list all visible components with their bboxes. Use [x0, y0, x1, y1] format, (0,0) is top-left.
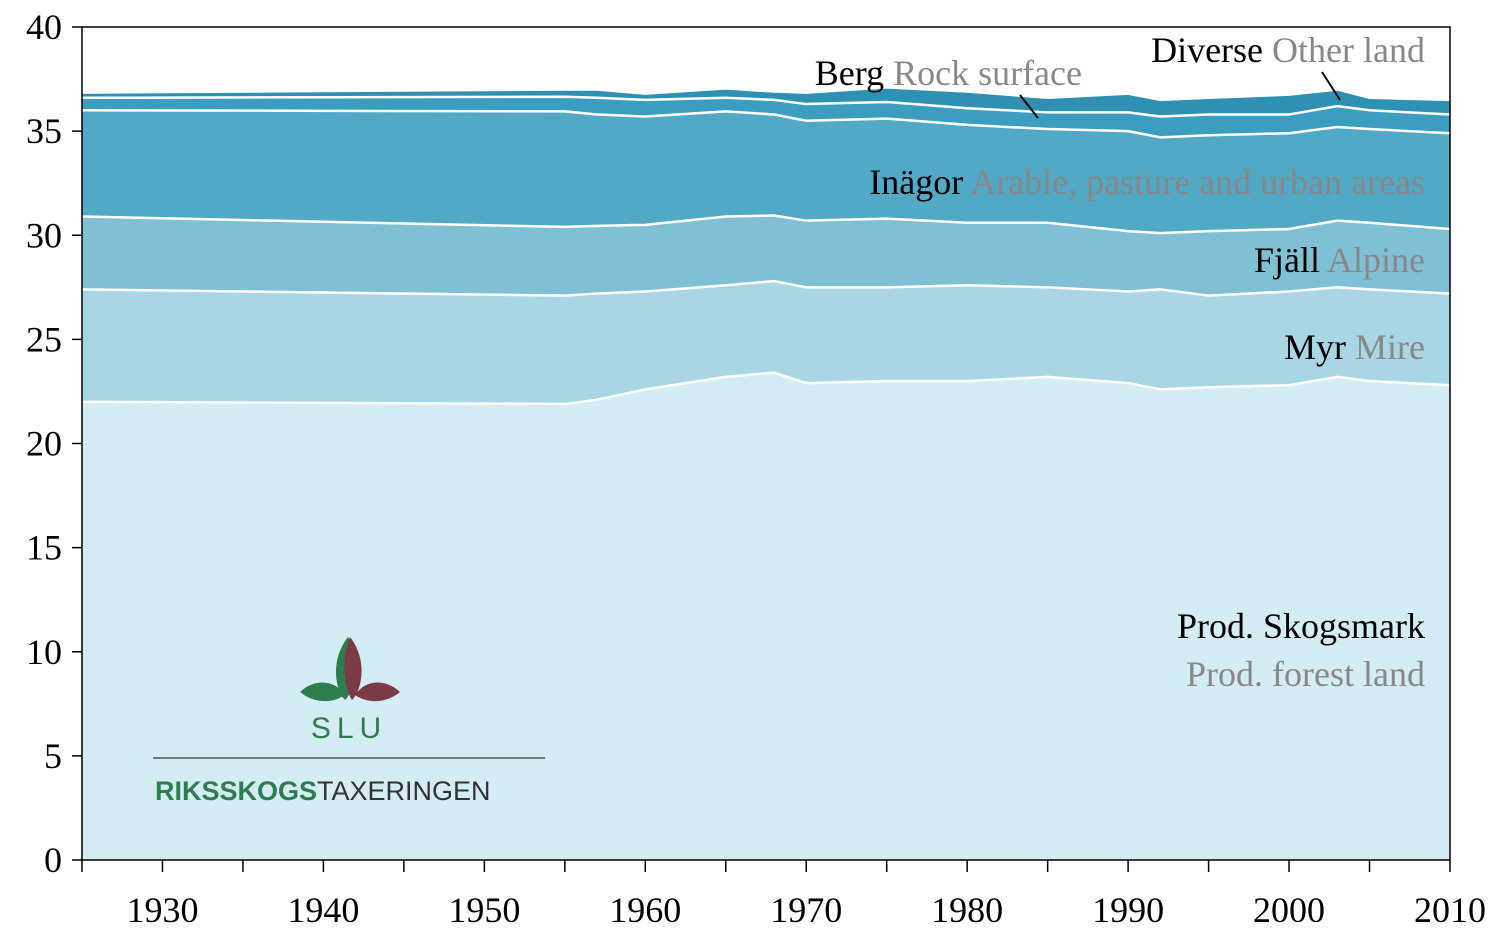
x-tick-label: 1980 [931, 890, 1003, 928]
label-name: Diverse [1151, 30, 1263, 70]
label-name: Inägor [869, 162, 963, 202]
label-name-en: Mire [1355, 327, 1425, 367]
area [82, 96, 1450, 138]
series-label: Berg Rock surface [815, 53, 1082, 93]
label-name-en: Arable, pasture and urban areas [970, 162, 1425, 202]
logo-name: SLU [311, 712, 387, 745]
area [82, 281, 1450, 404]
y-tick-label: 40 [26, 7, 62, 47]
label-name-en: Rock surface [893, 53, 1082, 93]
y-tick-label: 35 [26, 111, 62, 151]
label-name-en: Prod. forest land [1186, 654, 1425, 694]
series-label: Fjäll Alpine [1254, 240, 1425, 280]
label-pointer [1019, 94, 1039, 119]
y-tick-label: 0 [44, 840, 62, 880]
area [82, 215, 1450, 296]
label-name-en: Alpine [1327, 240, 1425, 280]
boundary-line [81, 95, 1451, 118]
label-pointer [1321, 71, 1341, 101]
label-name: Berg [815, 53, 884, 93]
series-label: Prod. Skogsmark [1177, 606, 1425, 646]
area [82, 372, 1450, 860]
label-name-en: Other land [1272, 30, 1425, 70]
label-name: Myr [1284, 327, 1346, 367]
x-tick-label: 2000 [1253, 890, 1325, 928]
series-label: Prod. forest land [1186, 654, 1425, 694]
x-tick-label: 2010 [1414, 890, 1486, 928]
logo-leaf [300, 682, 345, 702]
x-tick-label: 1930 [126, 890, 198, 928]
boundary-line [81, 86, 1451, 102]
boundary-line [81, 214, 1451, 235]
logo-text: RIKSSKOGSTAXERINGEN [155, 776, 491, 806]
boundary-line [81, 109, 1451, 139]
y-tick-label: 15 [26, 528, 62, 568]
y-tick-label: 10 [26, 632, 62, 672]
series-label: Myr Mire [1284, 327, 1425, 367]
logo-leaf [344, 637, 362, 700]
label-name: Fjäll [1254, 240, 1320, 280]
logo-leaf [355, 682, 400, 702]
label-name: Prod. Skogsmark [1177, 606, 1425, 646]
series-label: Diverse Other land [1151, 30, 1425, 70]
x-tick-label: 1950 [448, 890, 520, 928]
x-tick-label: 1940 [287, 890, 359, 928]
x-tick-label: 1970 [770, 890, 842, 928]
y-tick-label: 20 [26, 424, 62, 464]
logo: SLU RIKSSKOGSTAXERINGEN [153, 637, 545, 806]
y-tick-label: 25 [26, 319, 62, 359]
y-tick-label: 5 [44, 736, 62, 776]
x-tick-label: 1990 [1092, 890, 1164, 928]
y-tick-label: 30 [26, 215, 62, 255]
logo-rest: TAXERINGEN [317, 776, 491, 806]
logo-bold: RIKSSKOGS [155, 776, 317, 806]
x-tick-label: 1960 [609, 890, 681, 928]
series-label: Inägor Arable, pasture and urban areas [869, 162, 1425, 202]
boundary-line [81, 371, 1451, 406]
boundary-line [81, 279, 1451, 297]
area [82, 110, 1450, 234]
